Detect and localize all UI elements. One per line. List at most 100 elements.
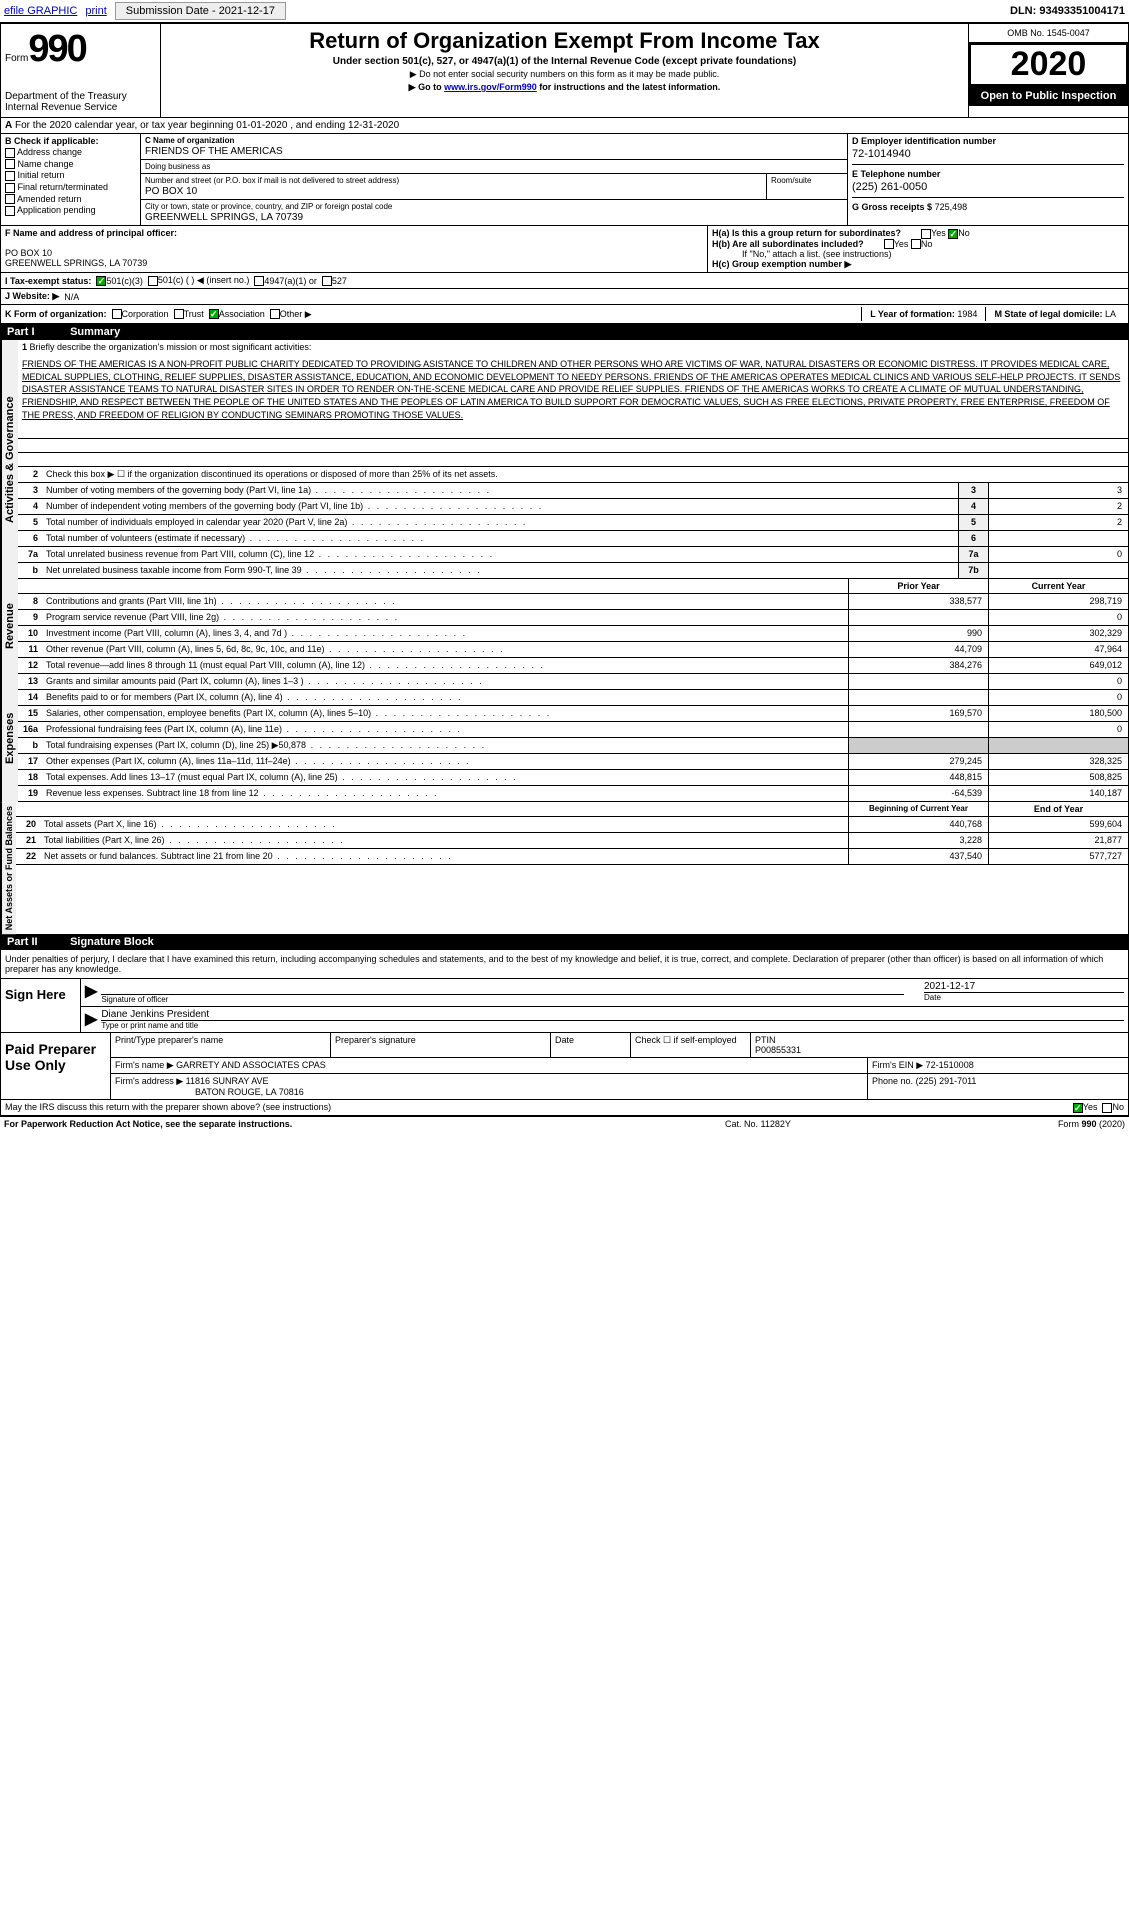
row-fgh: F Name and address of principal officer:… [1, 226, 1128, 273]
cb-corp[interactable] [112, 309, 122, 319]
header-left: Form990 Department of the Treasury Inter… [1, 24, 161, 117]
date-label: Date [924, 993, 1124, 1002]
gross-field: G Gross receipts $ 725,498 [852, 197, 1124, 212]
cb-501c[interactable] [148, 276, 158, 286]
footer: For Paperwork Reduction Act Notice, see … [0, 1117, 1129, 1131]
cb-name[interactable]: Name change [5, 159, 136, 170]
net-section: Net Assets or Fund Balances Beginning of… [1, 802, 1128, 934]
blank2 [18, 439, 1128, 453]
c-dba-cell: Doing business as [141, 160, 847, 174]
form-word: Form [5, 53, 28, 64]
discuss-no[interactable]: No [1102, 1102, 1124, 1113]
tax-exempt-row: I Tax-exempt status: ✓ 501(c)(3) 501(c) … [1, 273, 1128, 289]
part-ii-header: Part II Signature Block [1, 934, 1128, 950]
cb-other[interactable] [270, 309, 280, 319]
paid-prep-label: Paid Preparer Use Only [1, 1033, 111, 1099]
efile-link[interactable]: efile GRAPHIC [4, 5, 77, 17]
officer-name: Diane Jenkins President [101, 1009, 1124, 1021]
state-domicile: M State of legal domicile: LA [985, 307, 1124, 321]
dln-text: DLN: 93493351004171 [1010, 5, 1125, 17]
discuss-row: May the IRS discuss this return with the… [1, 1100, 1128, 1116]
summary-line: 22Net assets or fund balances. Subtract … [16, 849, 1128, 865]
paid-prep-section: Paid Preparer Use Only Print/Type prepar… [1, 1033, 1128, 1100]
hc-row: H(c) Group exemption number ▶ [712, 259, 1124, 270]
footer-right: Form 990 (2020) [925, 1119, 1125, 1129]
col-c: C Name of organization FRIENDS OF THE AM… [141, 134, 848, 225]
note-ssn: ▶ Do not enter social security numbers o… [165, 69, 964, 80]
tax-year: 2020 [969, 43, 1128, 86]
summary-line: 12Total revenue—add lines 8 through 11 (… [18, 658, 1128, 674]
discuss-yes[interactable]: ✓Yes [1073, 1102, 1098, 1113]
exp-section: Expenses 13Grants and similar amounts pa… [1, 674, 1128, 802]
hb-note: If "No," attach a list. (see instruction… [712, 249, 1124, 259]
k-row: K Form of organization: Corporation Trus… [1, 305, 1128, 324]
ptin-cell: PTINP00855331 [751, 1033, 1128, 1057]
cb-amended[interactable]: Amended return [5, 194, 136, 205]
city-label: City or town, state or province, country… [145, 202, 843, 211]
net-content: Beginning of Current Year End of Year 20… [16, 802, 1128, 934]
mission-line: 1 Briefly describe the organization's mi… [18, 340, 1128, 354]
street-val: PO BOX 10 [145, 186, 762, 197]
sig-officer-row: ▶ Signature of officer 2021-12-17 Date [81, 979, 1128, 1007]
gross-label: G Gross receipts $ [852, 202, 932, 212]
part-ii-title: Signature Block [70, 936, 154, 948]
phone-field: E Telephone number (225) 261-0050 [852, 164, 1124, 193]
street-cell: Number and street (or P.O. box if mail i… [141, 174, 767, 199]
cb-trust[interactable] [174, 309, 184, 319]
gov-content: 1 Briefly describe the organization's mi… [18, 340, 1128, 579]
firm-ein-cell: Firm's EIN ▶ 72-1510008 [868, 1058, 1128, 1073]
vert-net: Net Assets or Fund Balances [1, 802, 16, 934]
cb-initial[interactable]: Initial return [5, 170, 136, 181]
f-col: F Name and address of principal officer:… [1, 226, 708, 272]
cb-address[interactable]: Address change [5, 147, 136, 158]
type-label: Type or print name and title [101, 1021, 1124, 1030]
footer-left: For Paperwork Reduction Act Notice, see … [4, 1119, 725, 1129]
print-link[interactable]: print [85, 5, 106, 17]
summary-line: 5Total number of individuals employed in… [18, 515, 1128, 531]
b-label: B Check if applicable: [5, 136, 136, 146]
footer-mid: Cat. No. 11282Y [725, 1119, 925, 1129]
summary-line: 3Number of voting members of the governi… [18, 483, 1128, 499]
cb-4947[interactable] [254, 276, 264, 286]
blank1 [18, 425, 1128, 439]
vert-rev: Revenue [1, 579, 18, 674]
prep-date-label: Date [551, 1033, 631, 1057]
summary-line: 18Total expenses. Add lines 13–17 (must … [18, 770, 1128, 786]
f-addr1: PO BOX 10 [5, 248, 52, 258]
col-d: D Employer identification number 72-1014… [848, 134, 1128, 225]
submission-button[interactable]: Submission Date - 2021-12-17 [115, 2, 286, 20]
gov-section: Activities & Governance 1 Briefly descri… [1, 340, 1128, 579]
summary-line: 7aTotal unrelated business revenue from … [18, 547, 1128, 563]
exp-content: 13Grants and similar amounts paid (Part … [18, 674, 1128, 802]
cb-527[interactable] [322, 276, 332, 286]
omb-number: OMB No. 1545-0047 [969, 24, 1128, 43]
discuss-text: May the IRS discuss this return with the… [5, 1102, 1073, 1113]
cb-final[interactable]: Final return/terminated [5, 182, 136, 193]
c-name-cell: C Name of organization FRIENDS OF THE AM… [141, 134, 847, 160]
f-addr2: GREENWELL SPRINGS, LA 70739 [5, 258, 147, 268]
cb-pending[interactable]: Application pending [5, 205, 136, 216]
cb-501c3[interactable]: ✓ [96, 276, 106, 286]
irs-link[interactable]: www.irs.gov/Form990 [444, 82, 537, 92]
c-city-cell: City or town, state or province, country… [141, 200, 847, 225]
arrow-icon: ▶ [85, 981, 97, 1004]
form-header: Form990 Department of the Treasury Inter… [1, 24, 1128, 118]
rev-section: Revenue Prior Year Current Year 8Contrib… [1, 579, 1128, 674]
prep-row-3: Firm's address ▶ 11816 SUNRAY AVE BATON … [111, 1074, 1128, 1099]
form-number: 990 [28, 28, 85, 70]
summary-line: 17Other expenses (Part IX, column (A), l… [18, 754, 1128, 770]
ein-label: D Employer identification number [852, 136, 1124, 146]
row-a: A For the 2020 calendar year, or tax yea… [1, 118, 1128, 134]
officer-name-row: ▶ Diane Jenkins President Type or print … [81, 1007, 1128, 1032]
prior-year-h: Prior Year [848, 579, 988, 593]
prep-sig-label: Preparer's signature [331, 1033, 551, 1057]
summary-line: 11Other revenue (Part VIII, column (A), … [18, 642, 1128, 658]
row-a-text: For the 2020 calendar year, or tax year … [15, 120, 399, 131]
phone-label: E Telephone number [852, 169, 1124, 179]
col-b: B Check if applicable: Address change Na… [1, 134, 141, 225]
part-i-title: Summary [70, 326, 120, 338]
summary-line: 2Check this box ▶ ☐ if the organization … [18, 467, 1128, 483]
prep-right: Print/Type preparer's name Preparer's si… [111, 1033, 1128, 1099]
ein-field: D Employer identification number 72-1014… [852, 136, 1124, 160]
cb-assoc[interactable]: ✓ [209, 309, 219, 319]
